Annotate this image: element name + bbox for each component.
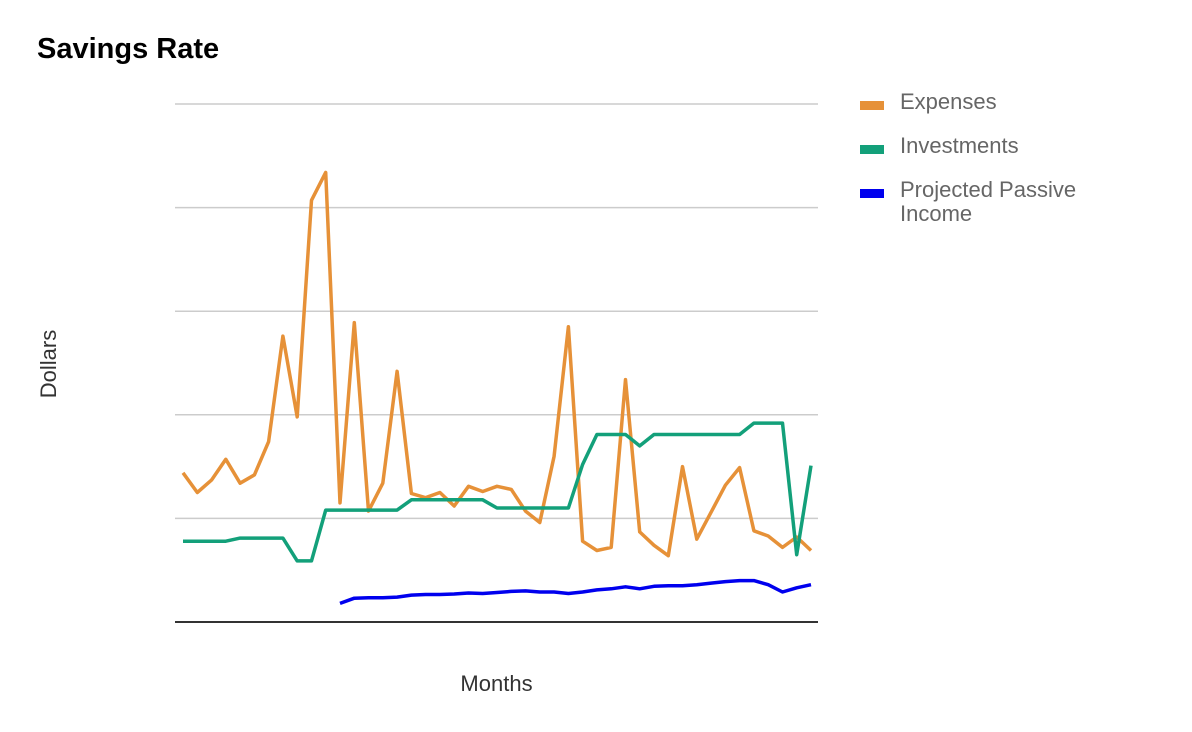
legend-item-expenses[interactable]: Expenses bbox=[860, 90, 1160, 134]
chart-title: Savings Rate bbox=[37, 33, 220, 65]
legend-label-investments: Investments bbox=[900, 133, 1019, 158]
legend-label-expenses: Expenses bbox=[900, 89, 997, 114]
x-axis-label: Months bbox=[460, 671, 532, 696]
legend-item-investments[interactable]: Investments bbox=[860, 134, 1160, 178]
legend-swatch-expenses bbox=[860, 101, 884, 110]
series-line-projected-passive-income[interactable] bbox=[339, 578, 812, 606]
legend-item-projected-passive-income[interactable]: Projected Passive Income bbox=[860, 178, 1160, 238]
legend-swatch-investments bbox=[860, 145, 884, 154]
series-lines bbox=[181, 170, 813, 606]
legend-swatch-projected-passive-income bbox=[860, 189, 884, 198]
y-axis-label: Dollars bbox=[36, 330, 61, 398]
series-line-expenses[interactable] bbox=[181, 170, 813, 558]
series-line-investments[interactable] bbox=[183, 421, 813, 563]
legend-label-projected-passive-income: Projected Passive Income bbox=[900, 177, 1077, 226]
legend: Expenses Investments Projected Passive I… bbox=[860, 90, 1160, 238]
gridlines bbox=[175, 103, 818, 520]
